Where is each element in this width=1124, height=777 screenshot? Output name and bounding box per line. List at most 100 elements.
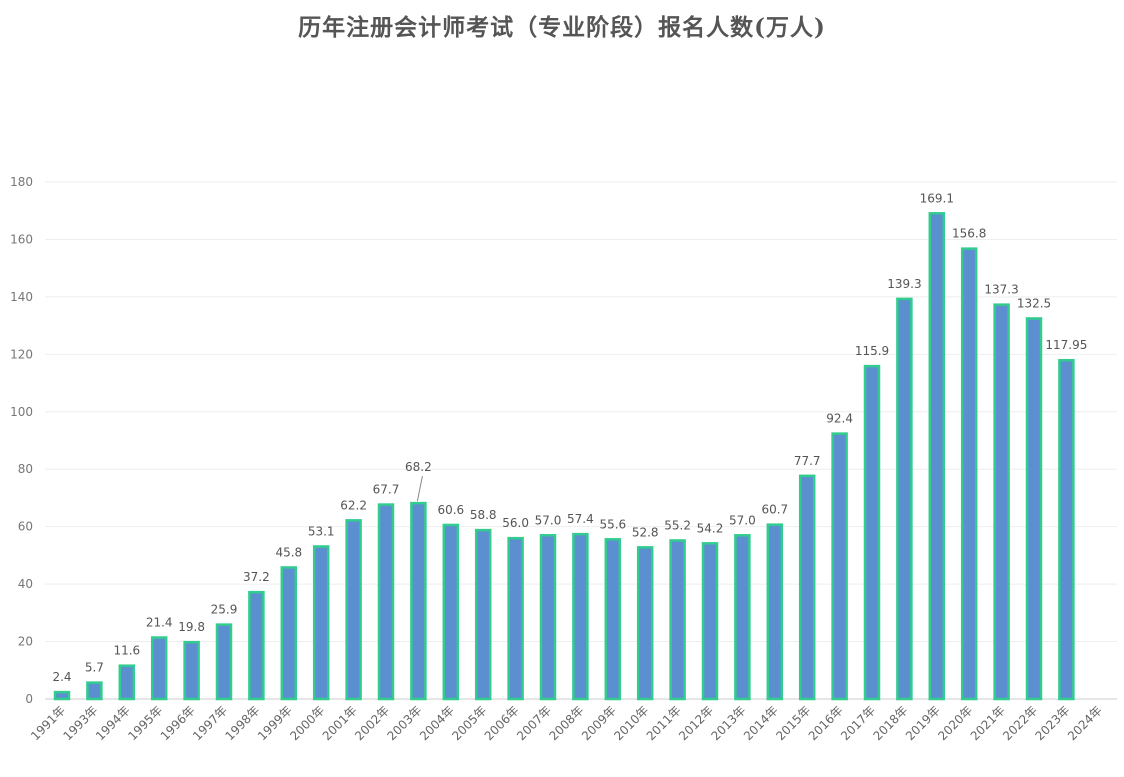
data-label: 21.4: [146, 616, 173, 630]
x-tick-label: 2020年: [935, 703, 975, 743]
x-tick-label: 2004年: [417, 703, 457, 743]
y-tick-labels: 0 20 40 60 80 100 120 140 160 180: [10, 175, 33, 706]
y-tick-label: 180: [10, 175, 33, 189]
x-tick-label: 2022年: [1000, 703, 1040, 743]
data-labels: 2.4 5.7 11.6 21.4 19.8 25.9 37.2 45.8 53.1 62.2 67…: [52, 191, 1087, 684]
data-label: 139.3: [887, 277, 921, 291]
bar: [442, 523, 460, 701]
bar: [604, 538, 622, 701]
bars: [53, 212, 1075, 701]
y-tick-label: 100: [10, 405, 33, 419]
y-tick-label: 0: [25, 692, 33, 706]
bar: [734, 534, 751, 701]
x-tick-labels: 1991年1993年1994年1995年1996年1997年1998年1999年…: [28, 703, 1105, 743]
x-tick-label: 1998年: [223, 703, 263, 743]
bar: [1025, 317, 1043, 701]
data-label: 11.6: [113, 644, 140, 658]
x-tick-label: 2017年: [838, 703, 878, 743]
data-label: 57.0: [729, 513, 756, 527]
bar: [507, 536, 524, 701]
y-tick-label: 160: [10, 232, 33, 246]
bar: [53, 690, 71, 701]
x-tick-label: 2021年: [968, 703, 1008, 743]
data-label: 68.2: [405, 460, 432, 474]
data-label: 117.95: [1045, 338, 1087, 352]
bar: [831, 432, 848, 701]
bar: [896, 297, 913, 701]
x-tick-label: 2015年: [773, 703, 813, 743]
x-tick-label: 2006年: [482, 703, 522, 743]
x-tick-label: 1997年: [190, 703, 230, 743]
data-label: 60.6: [437, 503, 464, 517]
data-label: 45.8: [275, 545, 302, 559]
data-label: 52.8: [632, 525, 659, 539]
bar: [474, 528, 492, 701]
y-tick-label: 20: [18, 635, 33, 649]
x-tick-label: 1994年: [93, 703, 133, 743]
data-label: 57.4: [567, 512, 594, 526]
y-tick-label: 60: [18, 520, 33, 534]
data-label: 137.3: [984, 283, 1018, 297]
data-label: 25.9: [211, 603, 238, 617]
bar: [118, 664, 136, 701]
x-tick-label: 1991年: [28, 703, 68, 743]
x-tick-label: 2018年: [871, 703, 911, 743]
data-label: 56.0: [502, 516, 529, 530]
x-tick-label: 1999年: [255, 703, 295, 743]
data-label: 169.1: [920, 191, 954, 205]
x-tick-label: 2009年: [579, 703, 619, 743]
x-tick-label: 2010年: [611, 703, 651, 743]
x-tick-label: 2023年: [1033, 703, 1073, 743]
x-tick-label: 2000年: [287, 703, 327, 743]
bar: [280, 566, 298, 701]
data-label: 58.8: [470, 508, 497, 522]
data-label: 132.5: [1017, 296, 1051, 310]
data-label: 19.8: [178, 620, 205, 634]
data-label: 62.2: [340, 498, 367, 512]
y-tick-label: 80: [18, 462, 33, 476]
data-label: 67.7: [373, 483, 400, 497]
x-tick-label: 2011年: [644, 703, 684, 743]
bar: [150, 636, 168, 701]
data-label: 57.0: [535, 513, 562, 527]
bar: [183, 640, 200, 701]
x-tick-label: 2001年: [320, 703, 360, 743]
bar: [86, 681, 103, 701]
data-label: 77.7: [794, 454, 821, 468]
x-tick-label: 2024年: [1065, 703, 1105, 743]
bar: [1058, 358, 1075, 701]
bar: [766, 523, 784, 701]
bar: [377, 503, 395, 701]
bar: [248, 590, 265, 701]
x-tick-label: 2008年: [547, 703, 587, 743]
data-label: 55.6: [599, 517, 626, 531]
data-label: 5.7: [85, 661, 104, 675]
data-label: 53.1: [308, 524, 335, 538]
x-tick-label: 1993年: [61, 703, 101, 743]
x-tick-label: 2003年: [385, 703, 425, 743]
bar: [669, 539, 686, 701]
x-tick-label: 2002年: [352, 703, 392, 743]
x-tick-label: 2007年: [514, 703, 554, 743]
bar: [928, 212, 946, 701]
x-tick-label: 1995年: [125, 703, 165, 743]
chart-title: 历年注册会计师考试（专业阶段）报名人数(万人): [298, 14, 826, 41]
y-tick-label: 140: [10, 290, 33, 304]
x-tick-label: 2019年: [903, 703, 943, 743]
bar: [863, 364, 881, 701]
bar: [636, 546, 654, 701]
label-leader-line: [416, 476, 423, 502]
bar: [312, 545, 330, 701]
bar: [701, 542, 719, 701]
data-label: 54.2: [697, 521, 724, 535]
data-label: 115.9: [855, 344, 889, 358]
bar: [539, 534, 557, 701]
bar: [410, 501, 427, 701]
bar: [960, 247, 978, 701]
data-label: 2.4: [52, 670, 71, 684]
data-label: 156.8: [952, 227, 986, 241]
data-label: 60.7: [761, 503, 788, 517]
x-tick-label: 2016年: [806, 703, 846, 743]
y-tick-label: 120: [10, 347, 33, 361]
